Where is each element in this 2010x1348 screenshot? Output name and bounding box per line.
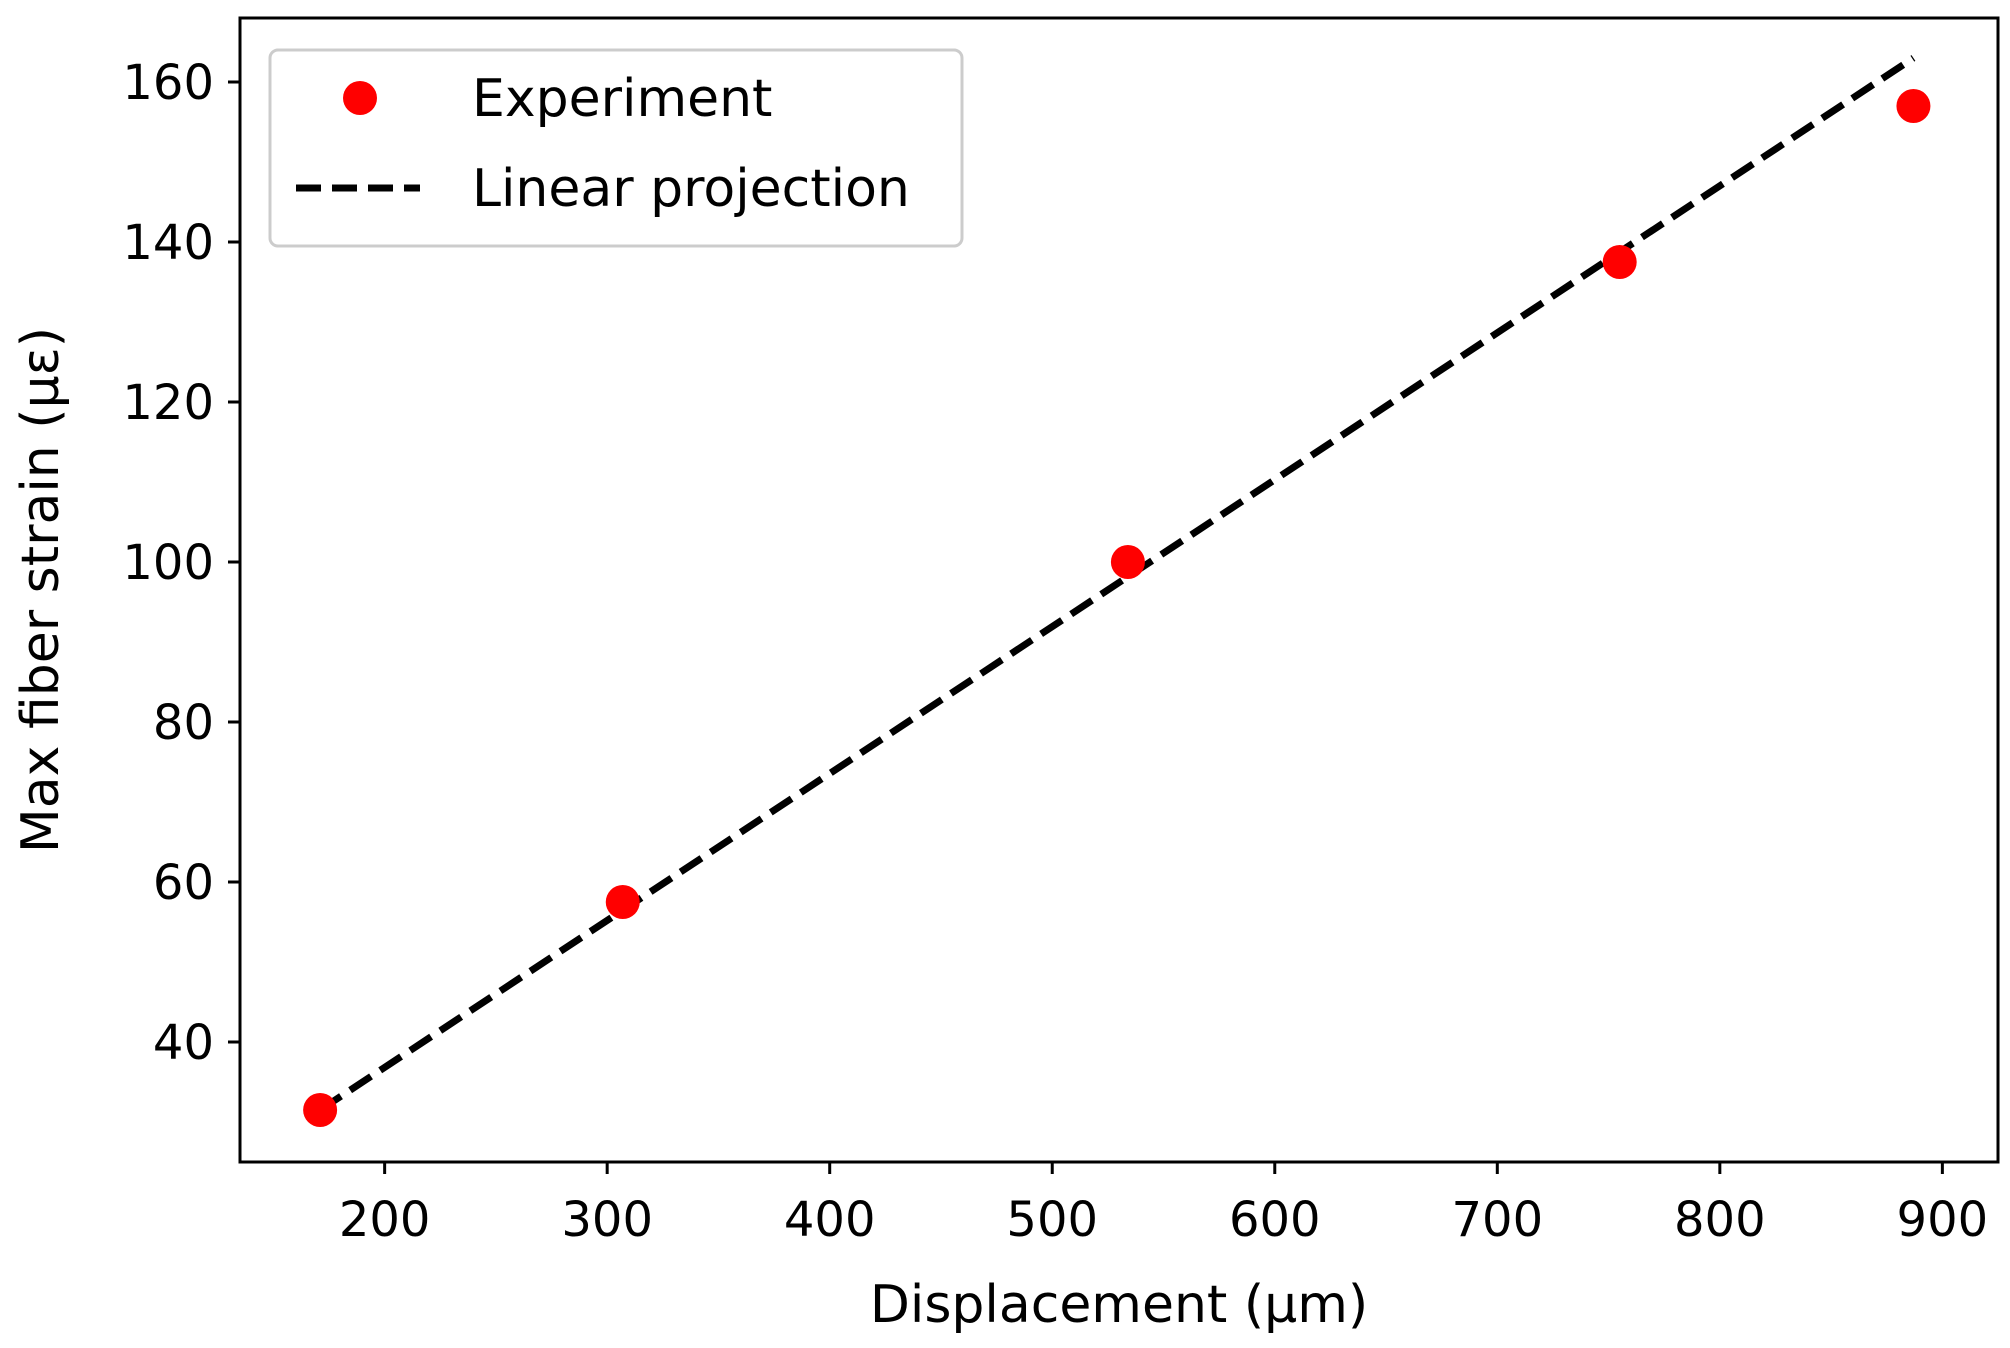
data-point-experiment bbox=[605, 885, 640, 919]
data-point-experiment bbox=[1896, 89, 1931, 123]
x-tick-label: 900 bbox=[1897, 1192, 1989, 1248]
legend-box bbox=[268, 48, 964, 248]
x-axis-label: Displacement (μm) bbox=[870, 1275, 1368, 1335]
y-axis-label: Max fiber strain (με) bbox=[11, 327, 71, 853]
y-tick-label: 60 bbox=[153, 855, 214, 911]
x-tick-label: 200 bbox=[339, 1192, 431, 1248]
y-tick-label: 160 bbox=[122, 55, 214, 111]
series-line-linear-projection bbox=[318, 55, 1916, 1113]
data-point-experiment bbox=[1110, 545, 1145, 579]
plot-area bbox=[303, 55, 1931, 1127]
x-tick-label: 500 bbox=[1006, 1192, 1098, 1248]
axes-frame bbox=[238, 16, 2000, 1164]
y-tick-label: 120 bbox=[122, 375, 214, 431]
data-point-experiment bbox=[1602, 245, 1637, 279]
legend-label-experiment: Experiment bbox=[472, 69, 772, 129]
x-tick-label: 300 bbox=[561, 1192, 653, 1248]
y-axis: 40 60 80 100 120 140 160 bbox=[122, 55, 240, 1071]
y-tick-label: 140 bbox=[122, 215, 214, 271]
x-tick-label: 800 bbox=[1674, 1192, 1766, 1248]
legend: Experiment Linear projection bbox=[268, 48, 964, 248]
y-tick-label: 80 bbox=[153, 695, 214, 751]
x-tick-label: 400 bbox=[784, 1192, 876, 1248]
y-tick-label: 100 bbox=[122, 535, 214, 591]
y-tick-label: 40 bbox=[153, 1015, 214, 1071]
data-point-experiment bbox=[303, 1093, 338, 1127]
legend-marker-experiment bbox=[343, 81, 377, 115]
x-tick-label: 700 bbox=[1451, 1192, 1543, 1248]
x-axis: 200 300 400 500 600 700 800 900 bbox=[339, 1162, 1988, 1248]
legend-label-linear-projection: Linear projection bbox=[472, 159, 910, 219]
x-tick-label: 600 bbox=[1229, 1192, 1321, 1248]
